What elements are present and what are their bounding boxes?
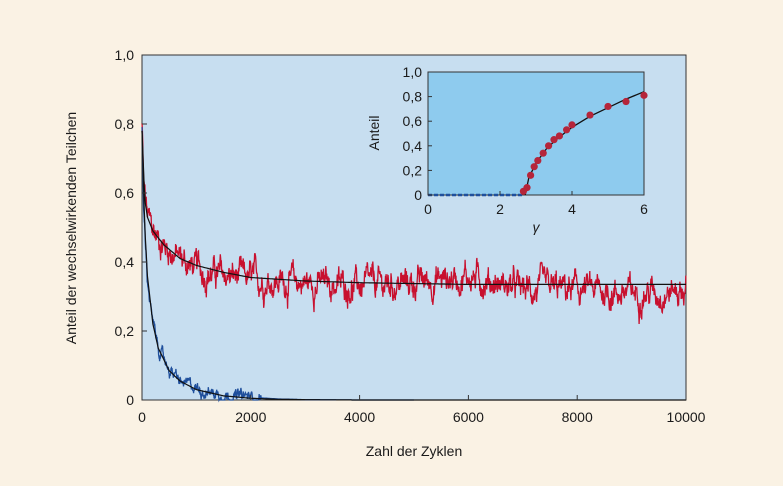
inset-data-point	[622, 97, 630, 106]
inset-x-tick-label: 4	[568, 201, 576, 217]
inset-data-point	[555, 132, 564, 140]
y-tick-label: 0,8	[115, 116, 135, 132]
y-tick-label: 0	[126, 392, 134, 408]
x-tick-label: 8000	[562, 409, 593, 425]
inset-x-axis: 0 2 4 6	[424, 191, 648, 217]
inset-data-point	[527, 171, 535, 179]
inset-data-point	[586, 111, 594, 119]
inset-y-tick-label: 0	[414, 187, 422, 203]
inset-y-tick-label: 0,8	[403, 89, 423, 105]
y-tick-label: 0,6	[115, 185, 135, 201]
y-tick-label: 0,4	[115, 254, 135, 270]
y-tick-label: 1,0	[115, 47, 135, 63]
inset-x-axis-label: γ	[533, 219, 541, 235]
inset-x-tick-label: 2	[496, 201, 504, 217]
inset-x-tick-label: 0	[424, 201, 432, 217]
inset-x-tick-label: 6	[640, 201, 648, 217]
x-tick-label: 4000	[344, 409, 375, 425]
inset-y-axis: 0 0,2 0,4 0,6 0,8 1,0	[403, 64, 432, 203]
fit-curve-2	[141, 130, 686, 285]
inset-data-point	[563, 126, 571, 134]
fit-curve-3	[141, 130, 686, 401]
inset-chart: 0 2 4 6 0 0,2 0,4 0,6 0,8 1,0 γ Anteil	[366, 64, 648, 235]
inset-data-point	[550, 136, 558, 144]
main-x-axis: 0 2000 4000 6000 8000 10000	[138, 395, 706, 425]
inset-data-point	[604, 102, 612, 111]
inset-data-point	[640, 91, 648, 99]
x-tick-label: 0	[138, 409, 146, 425]
inset-data-point	[545, 142, 553, 150]
main-y-axis-label: Anteil der wechselwirkenden Teilchen	[63, 112, 79, 344]
inset-series-group	[428, 91, 648, 197]
main-y-axis: 0 0,2 0,4 0,6 0,8 1,0	[115, 47, 147, 408]
inset-y-tick-label: 1,0	[403, 64, 423, 80]
inset-y-tick-label: 0,4	[403, 138, 423, 154]
inset-plot-area	[427, 71, 645, 196]
main-x-axis-label: Zahl der Zyklen	[366, 443, 462, 459]
inset-data-point	[534, 156, 542, 165]
inset-data-point	[539, 149, 547, 157]
inset-y-tick-label: 0,6	[403, 113, 423, 129]
x-tick-label: 2000	[235, 409, 266, 425]
inset-y-axis-label: Anteil	[366, 115, 382, 150]
inset-y-tick-label: 0,2	[403, 162, 423, 178]
main-series-group	[141, 123, 687, 403]
inset-data-point	[568, 121, 576, 129]
inset-data-point	[530, 163, 538, 171]
x-tick-label: 6000	[453, 409, 484, 425]
x-tick-label: 10000	[667, 409, 706, 425]
y-tick-label: 0,2	[115, 323, 135, 339]
inset-data-point	[523, 184, 531, 192]
